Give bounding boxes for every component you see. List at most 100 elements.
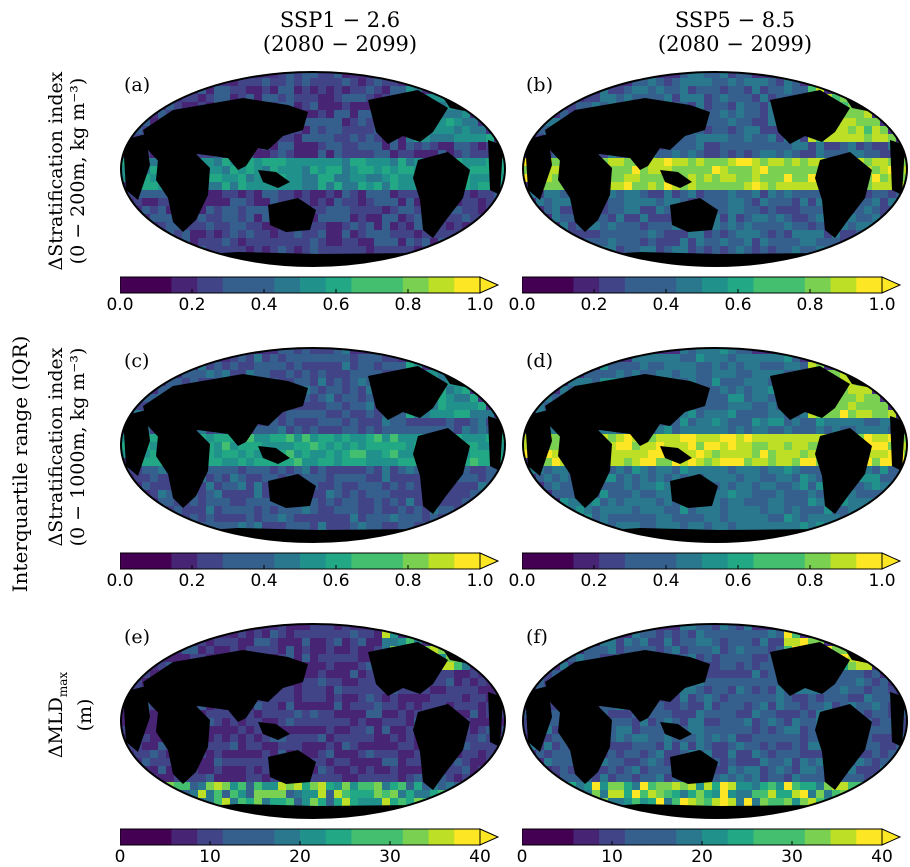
grid-cell bbox=[366, 110, 374, 118]
grid-cell bbox=[342, 758, 350, 766]
grid-cell bbox=[744, 386, 752, 394]
grid-cell bbox=[470, 726, 478, 734]
grid-cell bbox=[664, 190, 672, 198]
grid-cell bbox=[406, 86, 414, 94]
grid-cell bbox=[640, 206, 648, 214]
grid-cell bbox=[840, 394, 848, 402]
grid-cell bbox=[523, 158, 528, 166]
grid-cell bbox=[712, 198, 720, 206]
grid-cell bbox=[840, 410, 848, 418]
row-label-line2: (m) bbox=[73, 698, 96, 732]
grid-cell bbox=[206, 498, 214, 506]
grid-cell bbox=[744, 86, 752, 94]
grid-cell bbox=[736, 450, 744, 458]
grid-cell bbox=[238, 230, 246, 238]
grid-cell bbox=[616, 94, 624, 102]
grid-cell bbox=[286, 230, 294, 238]
grid-cell bbox=[254, 370, 262, 378]
grid-cell bbox=[688, 522, 696, 530]
grid-cell bbox=[254, 630, 262, 638]
grid-cell bbox=[640, 506, 648, 514]
grid-cell bbox=[398, 474, 406, 482]
grid-cell bbox=[680, 94, 688, 102]
grid-cell bbox=[672, 94, 680, 102]
grid-cell bbox=[302, 450, 310, 458]
grid-cell bbox=[334, 718, 342, 726]
grid-cell bbox=[390, 222, 398, 230]
grid-cell bbox=[744, 126, 752, 134]
grid-cell bbox=[744, 166, 752, 174]
grid-cell bbox=[150, 394, 158, 402]
grid-cell bbox=[374, 718, 382, 726]
grid-cell bbox=[358, 790, 366, 798]
grid-cell bbox=[776, 158, 784, 166]
grid-cell bbox=[696, 102, 704, 110]
grid-cell bbox=[600, 482, 608, 490]
grid-cell bbox=[286, 718, 294, 726]
grid-cell bbox=[342, 624, 350, 630]
grid-cell bbox=[270, 514, 278, 522]
grid-cell bbox=[728, 134, 736, 142]
grid-cell bbox=[326, 158, 334, 166]
grid-cell bbox=[624, 86, 632, 94]
grid-cell bbox=[744, 214, 752, 222]
grid-cell bbox=[358, 198, 366, 206]
grid-cell bbox=[398, 182, 406, 190]
grid-cell bbox=[358, 646, 366, 654]
grid-cell bbox=[696, 624, 704, 630]
grid-cell bbox=[744, 238, 752, 246]
grid-cell bbox=[270, 630, 278, 638]
grid-cell bbox=[760, 166, 768, 174]
grid-cell bbox=[238, 774, 246, 782]
grid-cell bbox=[318, 230, 326, 238]
grid-cell bbox=[462, 426, 470, 434]
grid-cell bbox=[856, 394, 864, 402]
grid-cell bbox=[776, 198, 784, 206]
grid-cell bbox=[672, 354, 680, 362]
grid-cell bbox=[310, 694, 318, 702]
grid-cell bbox=[816, 142, 824, 150]
map-outline bbox=[120, 347, 506, 543]
grid-cell bbox=[624, 466, 632, 474]
grid-cell bbox=[121, 442, 126, 450]
column-title-line2: (2080 − 2099) bbox=[657, 32, 813, 56]
grid-cell bbox=[688, 182, 696, 190]
grid-cell bbox=[121, 726, 126, 734]
grid-cell bbox=[254, 230, 262, 238]
grid-cell bbox=[310, 458, 318, 466]
grid-cell bbox=[470, 182, 478, 190]
grid-cell bbox=[720, 434, 728, 442]
grid-cell bbox=[310, 654, 318, 662]
grid-cell bbox=[414, 766, 422, 774]
grid-cell bbox=[648, 246, 656, 254]
grid-cell bbox=[342, 482, 350, 490]
grid-cell bbox=[294, 790, 302, 798]
grid-cell bbox=[342, 670, 350, 678]
grid-cell bbox=[262, 638, 270, 646]
grid-cell bbox=[350, 94, 358, 102]
grid-cell bbox=[398, 158, 406, 166]
grid-cell bbox=[214, 766, 222, 774]
grid-cell bbox=[286, 506, 294, 514]
grid-cell bbox=[390, 798, 398, 806]
grid-cell bbox=[720, 354, 728, 362]
grid-cell bbox=[462, 710, 470, 718]
grid-cell bbox=[616, 514, 624, 522]
grid-cell bbox=[776, 514, 784, 522]
grid-cell bbox=[470, 758, 478, 766]
grid-cell bbox=[696, 94, 704, 102]
grid-cell bbox=[720, 174, 728, 182]
grid-cell bbox=[560, 498, 568, 506]
grid-cell bbox=[478, 166, 486, 174]
grid-cell bbox=[632, 238, 640, 246]
grid-cell bbox=[744, 94, 752, 102]
grid-cell bbox=[808, 458, 816, 466]
grid-cell bbox=[728, 174, 736, 182]
grid-cell bbox=[254, 150, 262, 158]
grid-cell bbox=[206, 710, 214, 718]
grid-cell bbox=[390, 522, 398, 530]
grid-cell bbox=[776, 522, 784, 530]
grid-cell bbox=[704, 72, 712, 78]
grid-cell bbox=[712, 110, 720, 118]
grid-cell bbox=[254, 94, 262, 102]
